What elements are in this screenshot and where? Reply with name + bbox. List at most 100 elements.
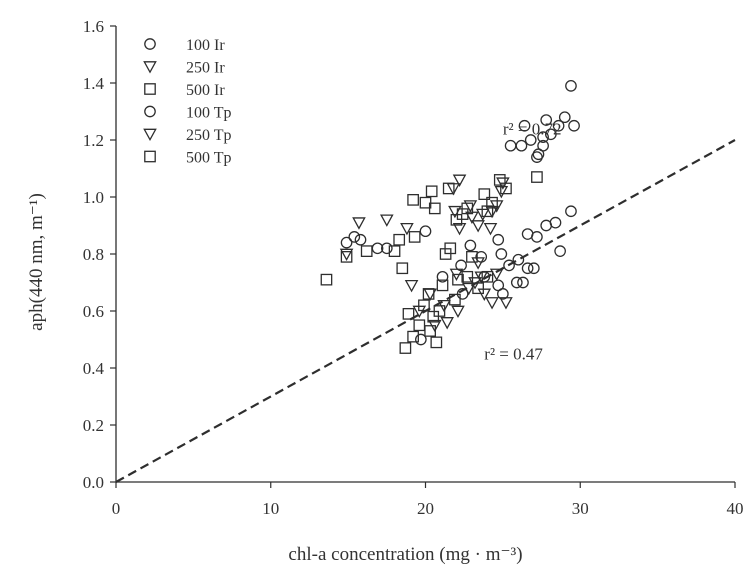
legend: 100 Ir 250 Ir 500 Ir 100 Tp 250 Tp 500 Tp bbox=[143, 37, 231, 167]
data-point bbox=[524, 134, 537, 146]
data-point bbox=[419, 225, 432, 238]
data-point bbox=[408, 231, 421, 243]
data-point bbox=[544, 128, 557, 141]
data-point bbox=[452, 273, 464, 286]
data-point bbox=[380, 242, 393, 255]
data-point bbox=[340, 236, 353, 249]
data-point bbox=[380, 214, 394, 227]
data-point bbox=[510, 276, 523, 289]
data-point bbox=[471, 220, 485, 233]
data-point bbox=[464, 239, 477, 252]
data-point bbox=[428, 202, 441, 215]
data-point bbox=[422, 288, 435, 300]
data-point bbox=[517, 276, 529, 289]
data-point bbox=[521, 262, 534, 275]
data-point bbox=[461, 202, 474, 215]
data-point bbox=[393, 233, 406, 246]
data-point bbox=[540, 114, 553, 126]
data-point bbox=[485, 297, 499, 310]
data-point bbox=[451, 305, 465, 319]
data-point bbox=[478, 188, 491, 200]
data-point bbox=[552, 119, 565, 132]
data-point bbox=[531, 151, 543, 163]
data-point bbox=[463, 200, 478, 213]
data-point bbox=[396, 262, 409, 275]
data-point bbox=[504, 139, 517, 152]
data-point bbox=[515, 139, 528, 152]
data-point bbox=[433, 305, 446, 317]
data-point bbox=[471, 257, 485, 270]
data-point bbox=[495, 248, 508, 260]
data-point bbox=[442, 182, 455, 195]
data-point bbox=[489, 268, 504, 282]
data-point bbox=[425, 185, 438, 198]
data-point bbox=[320, 273, 333, 286]
data-point bbox=[492, 233, 505, 246]
r-squared-label: r² = 0.47 bbox=[484, 344, 543, 363]
data-point bbox=[418, 299, 430, 312]
data-point bbox=[531, 171, 543, 183]
legend-label: 500 Tp bbox=[186, 150, 231, 167]
data-point bbox=[518, 119, 531, 132]
data-point bbox=[549, 216, 562, 229]
data-point bbox=[415, 333, 427, 346]
legend-marker bbox=[144, 38, 156, 50]
data-point bbox=[444, 242, 457, 255]
legend-label: 250 Ir bbox=[186, 60, 225, 77]
legend-label: 250 Tp bbox=[186, 127, 231, 144]
data-point bbox=[449, 293, 461, 306]
data-point bbox=[492, 279, 505, 292]
data-point bbox=[407, 193, 419, 206]
data-point bbox=[339, 248, 354, 262]
data-point bbox=[568, 119, 580, 132]
data-point bbox=[537, 131, 549, 143]
data-point bbox=[461, 270, 474, 283]
data-point bbox=[486, 196, 498, 209]
data-point bbox=[413, 319, 426, 332]
data-points bbox=[320, 80, 580, 354]
x-tick-label: 20 bbox=[417, 499, 434, 518]
data-point bbox=[531, 231, 543, 243]
data-point bbox=[452, 222, 467, 236]
legend-label: 100 Ir bbox=[186, 37, 225, 54]
data-point bbox=[527, 262, 540, 275]
data-point bbox=[565, 80, 577, 92]
annotations: r² = 0.72 r² = 0.47 bbox=[484, 119, 561, 363]
data-point bbox=[462, 282, 476, 296]
data-point bbox=[472, 282, 484, 295]
data-point bbox=[371, 242, 384, 255]
y-tick-label: 0.6 bbox=[83, 302, 104, 321]
y-tick-label: 1.0 bbox=[83, 188, 104, 207]
data-point bbox=[352, 217, 366, 230]
y-tick-label: 0.8 bbox=[83, 245, 104, 264]
data-point bbox=[554, 245, 566, 257]
data-point bbox=[354, 233, 367, 246]
data-point bbox=[430, 336, 443, 349]
data-point bbox=[407, 330, 419, 343]
data-point bbox=[466, 250, 478, 263]
data-point bbox=[558, 111, 571, 124]
legend-marker bbox=[143, 128, 157, 142]
data-point bbox=[404, 279, 419, 293]
data-point bbox=[477, 288, 492, 301]
y-axis-title: aph(440 nm, m⁻¹) bbox=[26, 193, 47, 331]
legend-marker bbox=[144, 105, 156, 118]
x-tick-label: 30 bbox=[572, 499, 589, 518]
legend-label: 100 Tp bbox=[186, 105, 231, 122]
data-point bbox=[493, 174, 506, 186]
x-tick-label: 0 bbox=[112, 499, 121, 518]
data-point bbox=[499, 297, 513, 310]
data-point bbox=[483, 222, 498, 236]
data-point bbox=[388, 245, 401, 257]
data-point bbox=[360, 245, 373, 257]
legend-marker bbox=[143, 61, 157, 74]
data-point bbox=[500, 182, 512, 195]
r-squared-label: r² = 0.72 bbox=[503, 119, 562, 138]
data-point bbox=[340, 250, 353, 263]
data-point bbox=[400, 222, 414, 236]
data-point bbox=[565, 205, 577, 218]
data-point bbox=[348, 231, 361, 243]
data-point bbox=[402, 307, 415, 320]
data-point bbox=[512, 253, 525, 266]
